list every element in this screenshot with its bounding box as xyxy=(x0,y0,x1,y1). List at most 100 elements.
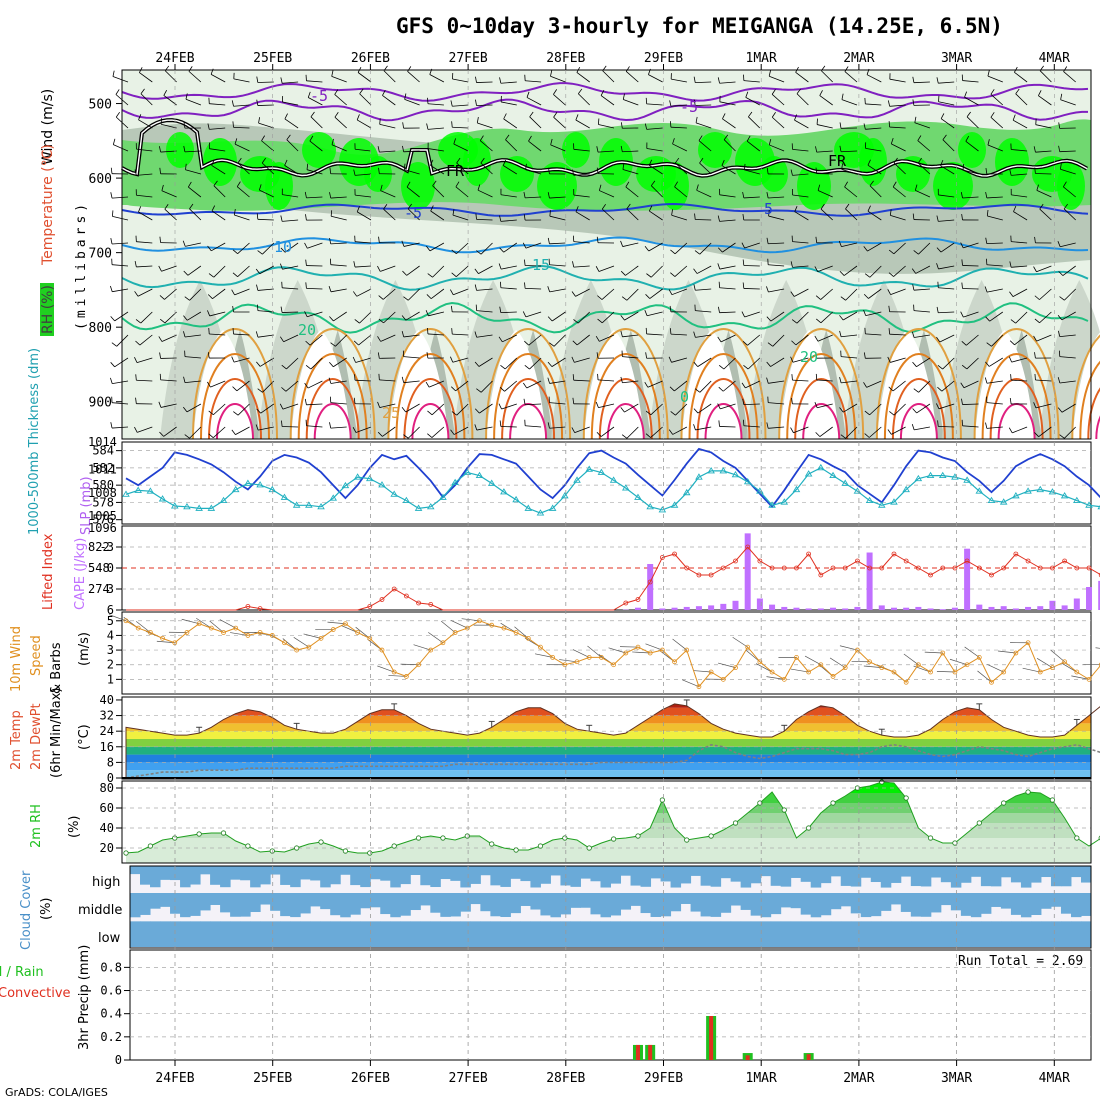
svg-text:20: 20 xyxy=(100,841,114,855)
cape-bar xyxy=(830,607,837,610)
slp-point xyxy=(256,481,264,488)
svg-text:-3: -3 xyxy=(100,540,114,554)
slp-point xyxy=(122,490,130,497)
li-point xyxy=(696,572,702,578)
cape-bar xyxy=(720,603,727,610)
rh2m-point xyxy=(732,820,739,826)
wind-point xyxy=(184,630,190,635)
svg-text:576: 576 xyxy=(92,513,114,527)
li-point xyxy=(428,602,434,607)
precip-ylabel-total: Total / Rain xyxy=(0,965,44,980)
wind-point xyxy=(208,625,214,631)
slp-point xyxy=(463,468,472,475)
li-point xyxy=(781,565,787,571)
li-point xyxy=(1050,565,1055,571)
cape-bar xyxy=(964,548,971,610)
upper-ylabel-pressure: (millibars) xyxy=(74,200,89,330)
svg-text:582: 582 xyxy=(92,461,114,475)
rh2m-point xyxy=(781,807,787,813)
svg-text:0.4: 0.4 xyxy=(100,1007,122,1021)
cape-bar xyxy=(671,607,678,610)
wind-point xyxy=(745,644,751,650)
cape-bar xyxy=(817,608,824,610)
cape-bar xyxy=(1086,587,1093,610)
wind-point xyxy=(599,654,604,660)
wind-point xyxy=(1013,650,1019,656)
wind-point xyxy=(221,630,226,635)
contour-label: 25 xyxy=(382,404,400,422)
rh2m-point xyxy=(1049,797,1056,803)
wind-point xyxy=(343,621,348,627)
slp-point xyxy=(817,463,825,471)
svg-text:0: 0 xyxy=(107,771,114,785)
bottom-date-26FEB: 26FEB xyxy=(351,1071,390,1086)
wind-point xyxy=(367,635,373,641)
wind-point xyxy=(477,618,482,624)
li-point xyxy=(708,572,714,578)
slp-point xyxy=(865,496,874,504)
slp-point xyxy=(536,509,545,516)
top-date-3MAR: 3MAR xyxy=(941,51,972,66)
wind-point xyxy=(135,625,141,631)
svg-text:274: 274 xyxy=(88,582,110,596)
wind-point xyxy=(379,647,385,653)
dewpoint-line xyxy=(125,743,1100,779)
bottom-date-27FEB: 27FEB xyxy=(449,1071,488,1086)
upper-ylabel-wind: Wind (m/s) xyxy=(40,89,56,165)
rh2m-point xyxy=(489,841,495,847)
slp-point xyxy=(195,504,203,511)
wind-point xyxy=(196,621,202,627)
li-point xyxy=(818,572,824,578)
chart-title: GFS 0~10day 3-hourly for MEIGANGA (14.25… xyxy=(396,14,1003,38)
rh2m-point xyxy=(147,843,153,849)
rh2m-point xyxy=(562,835,568,841)
cape-bar xyxy=(988,606,995,610)
wind-point xyxy=(806,669,812,675)
precip-panel: Run Total = 2.69 Total / Rain Convective… xyxy=(0,945,1092,1067)
li-point xyxy=(635,597,641,602)
wind-point xyxy=(842,665,848,671)
slp-point xyxy=(707,467,715,474)
slp-point xyxy=(890,498,898,505)
li-point xyxy=(623,600,629,606)
li-point xyxy=(842,565,848,571)
cape-bar xyxy=(1049,600,1056,610)
wind-point xyxy=(586,654,592,660)
wind-point xyxy=(403,674,409,679)
upper-air-panel: -5 -5 FR FR -5 5 10 15 20 20 25 0 Wind (m/s) Temper… xyxy=(40,65,1100,440)
svg-text:40: 40 xyxy=(100,693,114,707)
wind-point xyxy=(1037,669,1043,675)
cape-bar xyxy=(976,604,983,610)
li-point xyxy=(989,572,994,578)
li-point xyxy=(1086,565,1092,571)
slp-point xyxy=(548,504,557,511)
rh2m-point xyxy=(830,800,836,806)
top-date-24FEB: 24FEB xyxy=(155,51,194,66)
slp-point xyxy=(305,501,313,508)
rh2m-point xyxy=(879,779,885,785)
precip-convective-bar xyxy=(806,1054,811,1060)
svg-text:16: 16 xyxy=(100,740,114,754)
run-total-label: Run Total = 2.69 xyxy=(958,954,1083,969)
li-point xyxy=(379,597,385,602)
li-point xyxy=(757,558,763,564)
svg-text:0: 0 xyxy=(107,561,114,575)
slp-point xyxy=(158,495,167,502)
slp-point xyxy=(439,493,447,500)
slp-point xyxy=(317,502,325,510)
top-date-26FEB: 26FEB xyxy=(351,51,390,66)
rh2m-ylabel-units: (%) xyxy=(67,816,82,839)
precip-ylabel: 3hr Precip (mm) xyxy=(77,945,92,1050)
rh2m-point xyxy=(269,848,275,854)
svg-text:500: 500 xyxy=(89,98,112,113)
contour-label: 20 xyxy=(298,321,316,339)
wind-point xyxy=(915,662,921,668)
rh2m-point xyxy=(610,836,617,842)
cape-bar xyxy=(708,605,715,610)
wind-point xyxy=(1074,669,1080,675)
rh-legend-swatch xyxy=(40,283,54,336)
slp-point xyxy=(804,470,813,477)
slp-point xyxy=(366,474,374,482)
slp-point xyxy=(341,481,350,489)
